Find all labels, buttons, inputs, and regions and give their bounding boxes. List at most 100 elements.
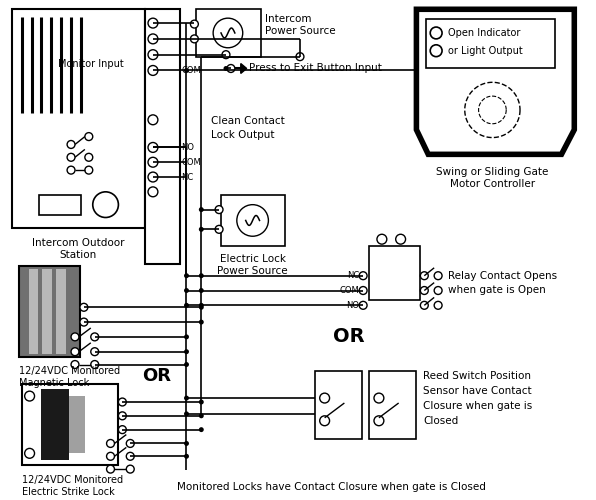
Text: Closure when gate is: Closure when gate is [423, 401, 533, 411]
Circle shape [199, 288, 204, 293]
Circle shape [119, 426, 126, 434]
Circle shape [184, 334, 189, 340]
Text: Sensor have Contact: Sensor have Contact [423, 386, 532, 396]
Circle shape [199, 303, 204, 308]
Circle shape [227, 64, 235, 72]
Text: Monitored Locks have Contact Closure when gate is Closed: Monitored Locks have Contact Closure whe… [176, 482, 486, 492]
Circle shape [420, 286, 429, 294]
Bar [29, 269, 39, 353]
Circle shape [430, 27, 442, 39]
Circle shape [215, 226, 223, 234]
Text: Relay Contact Opens: Relay Contact Opens [448, 270, 557, 280]
Circle shape [374, 416, 384, 426]
Circle shape [184, 454, 189, 459]
Circle shape [67, 154, 75, 161]
Circle shape [359, 286, 367, 294]
Text: Press to Exit Button Input: Press to Exit Button Input [249, 64, 381, 74]
Circle shape [71, 333, 79, 341]
Text: COM: COM [340, 286, 359, 295]
Circle shape [119, 412, 126, 420]
Circle shape [119, 398, 126, 406]
Text: NO: NO [182, 143, 194, 152]
Circle shape [319, 393, 330, 403]
Bar [69, 396, 85, 454]
Polygon shape [417, 10, 575, 154]
Circle shape [184, 362, 189, 367]
Circle shape [91, 348, 99, 356]
Text: Monitor Input: Monitor Input [58, 58, 123, 68]
Circle shape [420, 272, 429, 280]
Circle shape [107, 465, 114, 473]
Circle shape [126, 452, 134, 460]
Bar [315, 372, 362, 438]
Circle shape [414, 68, 419, 73]
Circle shape [80, 318, 88, 326]
Circle shape [67, 166, 75, 174]
Bar [39, 195, 81, 214]
Text: Electric Strike Lock: Electric Strike Lock [21, 487, 114, 497]
Circle shape [71, 360, 79, 368]
Circle shape [199, 427, 204, 432]
Circle shape [374, 393, 384, 403]
Circle shape [85, 132, 93, 140]
Circle shape [430, 45, 442, 56]
Circle shape [24, 448, 35, 458]
Bar [21, 384, 119, 465]
Circle shape [91, 333, 99, 341]
Bar [369, 372, 417, 438]
Circle shape [148, 187, 158, 197]
Text: 12/24VDC Monitored: 12/24VDC Monitored [18, 366, 120, 376]
Text: Swing or Sliding Gate: Swing or Sliding Gate [436, 167, 548, 177]
Circle shape [199, 414, 204, 418]
Bar [196, 10, 260, 56]
Text: Intercom: Intercom [265, 14, 312, 24]
Circle shape [222, 50, 230, 58]
Circle shape [148, 142, 158, 152]
Bar [18, 266, 80, 356]
Circle shape [420, 302, 429, 310]
Circle shape [377, 234, 387, 244]
Bar [369, 246, 420, 300]
Circle shape [126, 465, 134, 473]
Text: COM: COM [182, 66, 201, 75]
Text: COM: COM [182, 158, 201, 166]
Circle shape [184, 412, 189, 416]
Circle shape [434, 302, 442, 310]
Bar [12, 10, 145, 228]
Circle shape [199, 400, 204, 404]
Circle shape [224, 66, 228, 71]
Circle shape [148, 158, 158, 167]
Bar [221, 195, 285, 246]
Circle shape [148, 115, 158, 124]
Circle shape [184, 303, 189, 308]
Text: Motor Controller: Motor Controller [450, 179, 535, 189]
Circle shape [107, 452, 114, 460]
Circle shape [107, 440, 114, 448]
Circle shape [148, 50, 158, 59]
Text: Reed Switch Position: Reed Switch Position [423, 372, 531, 382]
Polygon shape [241, 64, 247, 74]
Circle shape [67, 140, 75, 148]
Circle shape [199, 227, 204, 232]
Circle shape [191, 35, 198, 43]
Circle shape [85, 166, 93, 174]
Text: Electric Lock: Electric Lock [219, 254, 285, 264]
Circle shape [184, 68, 189, 73]
Circle shape [296, 52, 304, 60]
Bar [426, 19, 554, 68]
Text: or Light Output: or Light Output [448, 46, 523, 56]
Circle shape [191, 20, 198, 28]
Text: NO: NO [346, 301, 359, 310]
Circle shape [184, 396, 189, 400]
Text: Power Source: Power Source [218, 266, 288, 276]
Circle shape [213, 18, 243, 48]
Text: NC: NC [182, 172, 194, 182]
Text: Power Source: Power Source [265, 26, 336, 36]
Circle shape [71, 348, 79, 356]
Circle shape [199, 305, 204, 310]
Circle shape [148, 66, 158, 76]
Circle shape [184, 349, 189, 354]
Text: OR: OR [334, 328, 365, 346]
Text: Open Indicator: Open Indicator [448, 28, 520, 38]
Text: when gate is Open: when gate is Open [448, 284, 546, 294]
